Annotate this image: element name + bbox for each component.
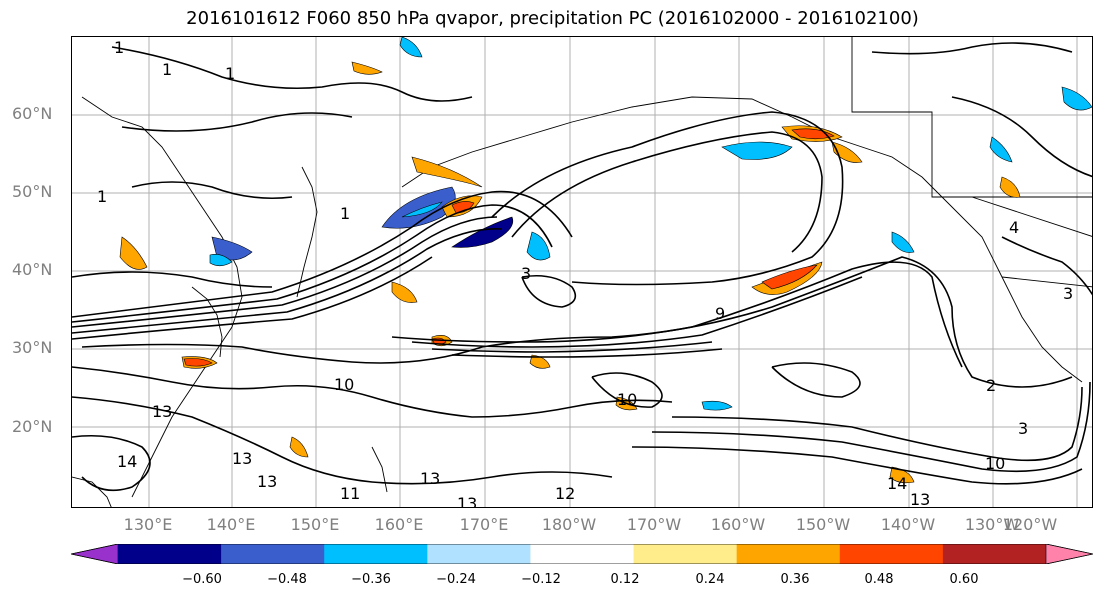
colorbar-tick: 0.36 <box>780 572 810 587</box>
colorbar-swatches <box>70 543 1094 565</box>
map-plot-area: 1 1 1 1 1 4 3 3 10 10 13 13 13 13 12 13 … <box>71 36 1093 508</box>
contour-label: 10 <box>985 454 1005 473</box>
lon-label: 140°W <box>880 515 936 534</box>
lat-label: 20°N <box>12 417 53 436</box>
lon-label: 160°W <box>710 515 766 534</box>
contour-label: 3 <box>1018 419 1028 438</box>
lon-label: 150°W <box>795 515 851 534</box>
colorbar-tick: 0.48 <box>864 572 894 587</box>
lat-label: 50°N <box>12 182 53 201</box>
contour-label: 3 <box>521 264 531 283</box>
lat-label: 30°N <box>12 338 53 357</box>
colorbar-segment <box>633 544 738 564</box>
colorbar <box>70 543 1094 568</box>
colorbar-tick: −0.48 <box>267 572 307 587</box>
colorbar-tick: 0.12 <box>610 572 640 587</box>
lon-label: 150°E <box>290 515 340 534</box>
graticule <box>72 37 1092 507</box>
lon-label: 130°E <box>123 515 173 534</box>
colorbar-segment <box>221 544 325 564</box>
contour-label: 1 <box>114 38 124 57</box>
colorbar-extend-max <box>1045 543 1094 565</box>
contour-label: 1 <box>97 187 107 206</box>
contour-label: 1 <box>225 64 235 83</box>
colorbar-segment <box>736 544 841 564</box>
colorbar-segment <box>427 544 531 564</box>
lat-label: 60°N <box>12 104 53 123</box>
colorbar-tick: −0.24 <box>436 572 476 587</box>
contour-label: 13 <box>232 449 252 468</box>
lon-label: 180°W <box>541 515 597 534</box>
contour-label: 10 <box>617 390 637 409</box>
contour-label: 14 <box>117 452 137 471</box>
qvapor-contours <box>72 42 1092 492</box>
contour-label: 13 <box>152 402 172 421</box>
contour-labels: 1 1 1 1 1 4 3 3 10 10 13 13 13 13 12 13 … <box>97 38 1073 508</box>
colorbar-tick: 0.60 <box>949 572 979 587</box>
contour-label: 1 <box>340 204 350 223</box>
contour-label: 13 <box>420 469 440 488</box>
lon-label: 170°W <box>626 515 682 534</box>
colorbar-segment <box>839 544 944 564</box>
contour-label: 12 <box>555 484 575 503</box>
lat-label: 40°N <box>12 260 53 279</box>
coastlines <box>72 37 1092 507</box>
contour-label: 9 <box>715 304 725 323</box>
contour-label: 10 <box>334 375 354 394</box>
colorbar-tick: −0.12 <box>521 572 561 587</box>
colorbar-tick: 0.24 <box>695 572 725 587</box>
colorbar-tick: −0.36 <box>351 572 391 587</box>
colorbar-segment <box>324 544 428 564</box>
contour-label: 13 <box>257 472 277 491</box>
contour-label: 3 <box>1063 284 1073 303</box>
precipitation-fills <box>119 37 1092 484</box>
lon-label: 140°E <box>206 515 256 534</box>
colorbar-extend-min <box>70 543 119 565</box>
map-title: 2016101612 F060 850 hPa qvapor, precipit… <box>186 8 919 29</box>
lon-label: 130°W <box>964 515 1020 534</box>
contour-label: 1 <box>162 60 172 79</box>
map-canvas: 1 1 1 1 1 4 3 3 10 10 13 13 13 13 12 13 … <box>72 37 1092 508</box>
contour-label: 2 <box>986 376 996 395</box>
contour-label: 11 <box>340 484 360 503</box>
contour-label: 13 <box>457 494 477 508</box>
colorbar-tick: −0.60 <box>182 572 222 587</box>
lon-label: 120°W <box>1002 515 1058 534</box>
contour-label: 4 <box>1009 218 1019 237</box>
colorbar-segment <box>118 544 222 564</box>
lon-label: 170°E <box>459 515 509 534</box>
colorbar-segment <box>530 544 635 564</box>
colorbar-segment <box>942 544 1047 564</box>
contour-label: 14 <box>887 474 907 493</box>
contour-label: 13 <box>910 490 930 508</box>
lon-label: 160°E <box>374 515 424 534</box>
